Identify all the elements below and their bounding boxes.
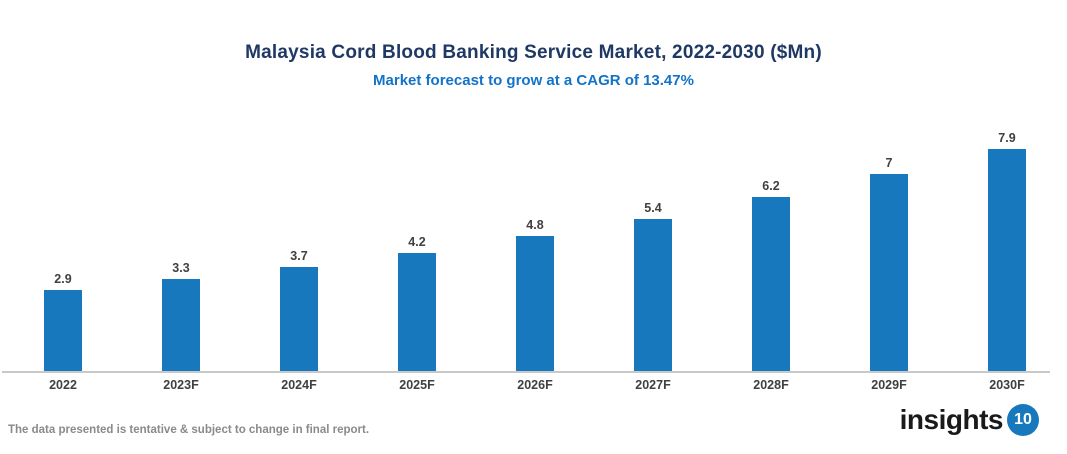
x-axis-label: 2025F — [399, 378, 435, 392]
bar-slot: 3.3 — [122, 126, 240, 372]
bar — [280, 267, 318, 372]
x-axis-label: 2024F — [281, 378, 317, 392]
bar — [988, 149, 1026, 372]
bar-slot: 7.9 — [948, 126, 1066, 372]
chart-subtitle: Market forecast to grow at a CAGR of 13.… — [373, 72, 694, 89]
bar-value-label: 3.3 — [172, 261, 190, 275]
bar-slot: 3.7 — [240, 126, 358, 372]
bar-value-label: 7.9 — [998, 131, 1016, 145]
disclaimer-text: The data presented is tentative & subjec… — [8, 424, 370, 436]
logo-text: insights — [899, 404, 1004, 435]
bar-value-label: 4.2 — [408, 235, 426, 249]
bar-slot: 2.9 — [4, 126, 122, 372]
chart-title: Malaysia Cord Blood Banking Service Mark… — [245, 42, 822, 63]
x-axis-label: 2028F — [753, 378, 789, 392]
bar-value-label: 7 — [885, 156, 893, 170]
bar-value-label: 4.8 — [526, 218, 544, 232]
logo-badge-icon: 10 — [1007, 404, 1039, 436]
bar — [634, 219, 672, 372]
bar — [398, 253, 436, 372]
x-axis-labels: 2022 2023F 2024F 2025F 2026F 2027F 2028F 2029F 2… — [4, 378, 1066, 392]
bar-slot: 4.8 — [476, 126, 594, 372]
bar — [44, 290, 82, 372]
bar-slot: 4.2 — [358, 126, 476, 372]
x-axis-label: 2030F — [989, 378, 1025, 392]
x-axis-label: 2029F — [871, 378, 907, 392]
bar — [870, 174, 908, 372]
bar-value-label: 5.4 — [644, 201, 662, 215]
x-axis-label: 2023F — [163, 378, 199, 392]
x-axis-label: 2027F — [635, 378, 671, 392]
bars-row: 2.9 3.3 3.7 4.2 4.8 5.4 6.2 7 7.9 — [4, 126, 1066, 372]
x-axis-label: 2026F — [517, 378, 553, 392]
bar-value-label: 2.9 — [54, 272, 72, 286]
insights10-logo: insights 10 — [900, 404, 1039, 436]
bar-value-label: 3.7 — [290, 249, 308, 263]
bar — [752, 197, 790, 372]
x-axis-line — [2, 371, 1050, 373]
bar-value-label: 6.2 — [762, 179, 780, 193]
bar — [516, 236, 554, 372]
bar-slot: 7 — [830, 126, 948, 372]
bar-slot: 6.2 — [712, 126, 830, 372]
bar-slot: 5.4 — [594, 126, 712, 372]
bar — [162, 279, 200, 372]
x-axis-label: 2022 — [49, 378, 77, 392]
